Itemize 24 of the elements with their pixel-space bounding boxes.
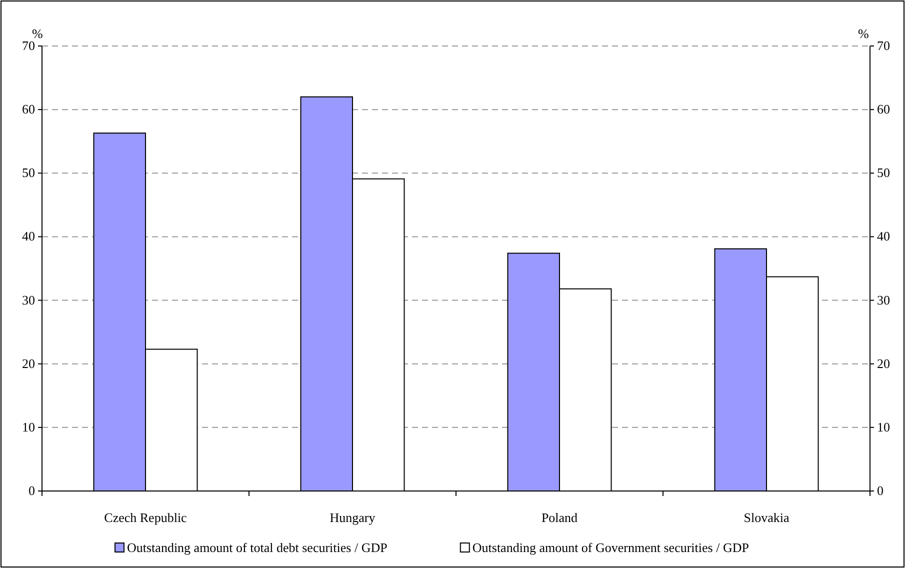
y2-axis-title: %: [858, 26, 869, 41]
y2-tick-label: 30: [877, 292, 890, 308]
y2-tick-label: 50: [877, 165, 890, 180]
y2-tick-label: 0: [877, 483, 884, 498]
x-tick-label: Czech Republic: [104, 510, 188, 525]
y-tick-label: 0: [28, 483, 35, 498]
y2-tick-label: 10: [877, 419, 890, 434]
x-tick-label: Slovakia: [744, 510, 790, 525]
y2-tick-label: 40: [877, 228, 890, 244]
legend-label: Outstanding amount of Government securities / GDP: [472, 540, 749, 555]
y2-tick-label: 70: [877, 38, 890, 53]
y-tick-label: 10: [22, 419, 35, 434]
y2-tick-label: 20: [877, 356, 890, 371]
y-tick-label: 30: [22, 292, 35, 308]
y-tick-label: 20: [22, 356, 35, 371]
y-tick-label: 70: [22, 38, 35, 53]
y-axis-title: %: [32, 26, 43, 41]
x-tick-label: Poland: [541, 510, 578, 525]
y-tick-label: 60: [22, 102, 35, 117]
y2-tick-label: 60: [877, 102, 890, 117]
x-tick-label: Hungary: [330, 510, 376, 525]
y-tick-label: 40: [22, 228, 35, 244]
y-tick-label: 50: [22, 165, 35, 180]
legend-label: Outstanding amount of total debt securities / GDP: [127, 540, 388, 555]
